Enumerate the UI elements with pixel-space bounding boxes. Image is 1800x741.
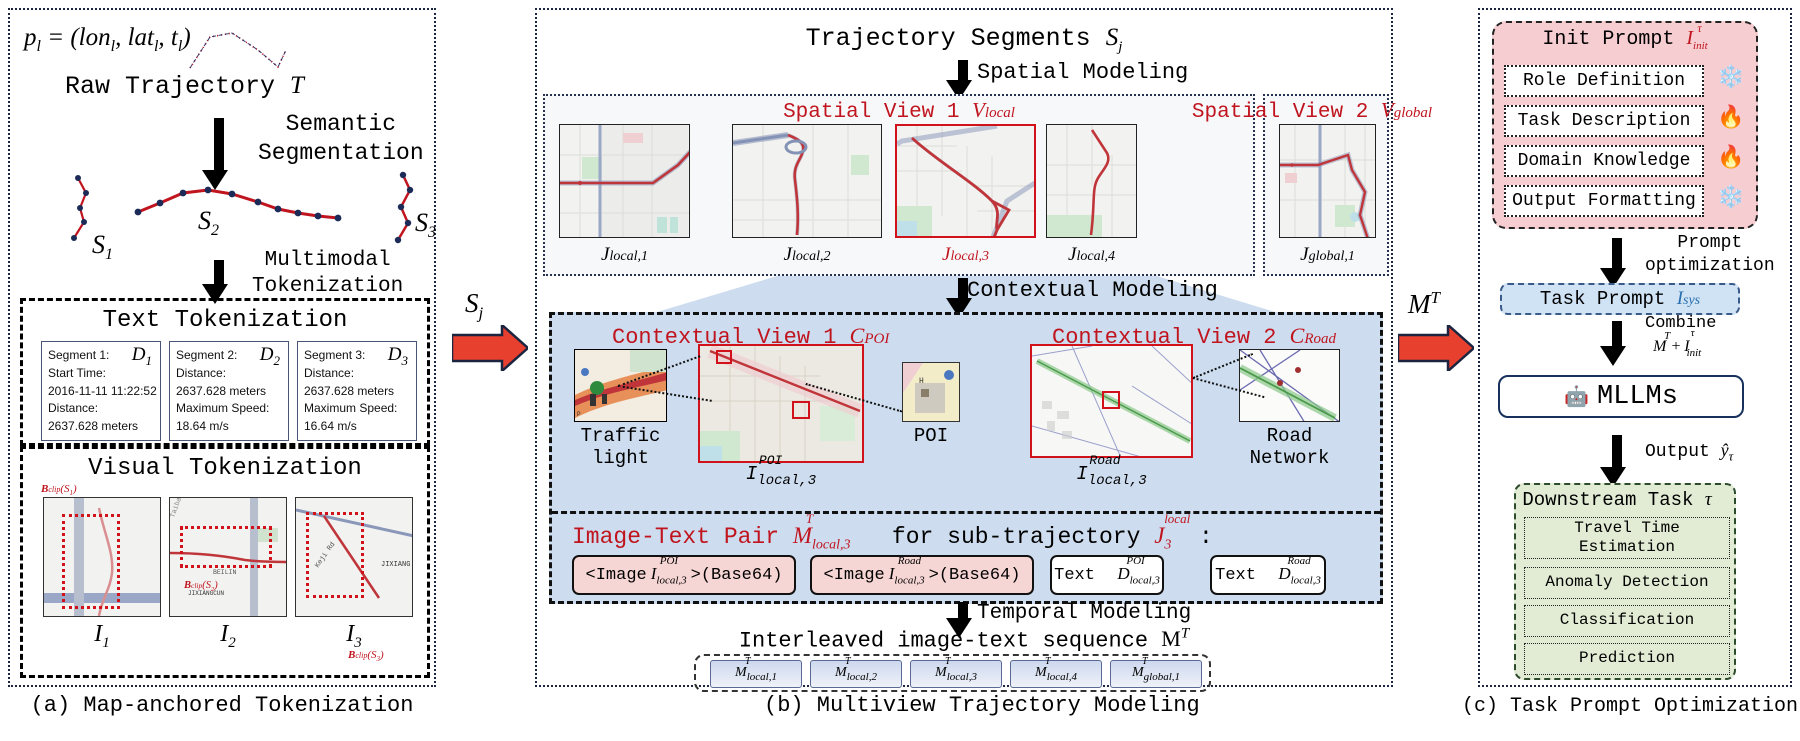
svg-text:BEILIN: BEILIN <box>213 569 237 576</box>
svg-text:H: H <box>919 377 924 386</box>
svg-text:P: P <box>577 411 581 418</box>
svg-text:JIXIANG: JIXIANG <box>381 561 410 569</box>
